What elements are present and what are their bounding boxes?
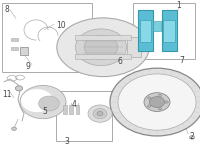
FancyBboxPatch shape [162,10,177,51]
Ellipse shape [57,18,149,77]
Text: 1: 1 [177,1,181,10]
Text: 4: 4 [72,100,76,110]
FancyBboxPatch shape [163,20,175,42]
Text: 8: 8 [5,5,9,14]
Circle shape [39,96,59,111]
Text: 11: 11 [2,90,12,99]
FancyBboxPatch shape [76,105,79,114]
Circle shape [165,101,168,103]
FancyBboxPatch shape [11,47,18,50]
Circle shape [75,29,127,66]
Circle shape [148,97,151,99]
Circle shape [149,97,165,108]
FancyBboxPatch shape [153,21,161,31]
Circle shape [110,68,200,136]
FancyBboxPatch shape [69,105,73,114]
FancyBboxPatch shape [127,37,141,57]
FancyBboxPatch shape [138,10,153,51]
FancyBboxPatch shape [11,38,18,41]
Circle shape [93,108,107,119]
Circle shape [84,35,118,59]
Circle shape [158,94,162,97]
Circle shape [97,111,103,116]
Text: 5: 5 [43,107,47,116]
Circle shape [190,136,194,139]
Text: 7: 7 [180,56,184,65]
FancyBboxPatch shape [75,54,131,59]
Circle shape [20,85,66,119]
FancyBboxPatch shape [75,35,131,40]
Circle shape [158,107,162,110]
Text: 10: 10 [56,21,66,30]
Circle shape [15,86,23,91]
Text: 9: 9 [26,61,30,71]
Circle shape [144,93,170,111]
Circle shape [118,74,196,130]
Text: 2: 2 [190,132,194,141]
Circle shape [148,105,151,107]
Circle shape [12,127,16,131]
Text: 6: 6 [118,57,122,66]
Circle shape [88,105,112,122]
Text: 3: 3 [65,137,69,146]
FancyBboxPatch shape [20,47,28,55]
FancyBboxPatch shape [63,105,67,114]
FancyBboxPatch shape [140,20,151,42]
Circle shape [21,89,53,112]
